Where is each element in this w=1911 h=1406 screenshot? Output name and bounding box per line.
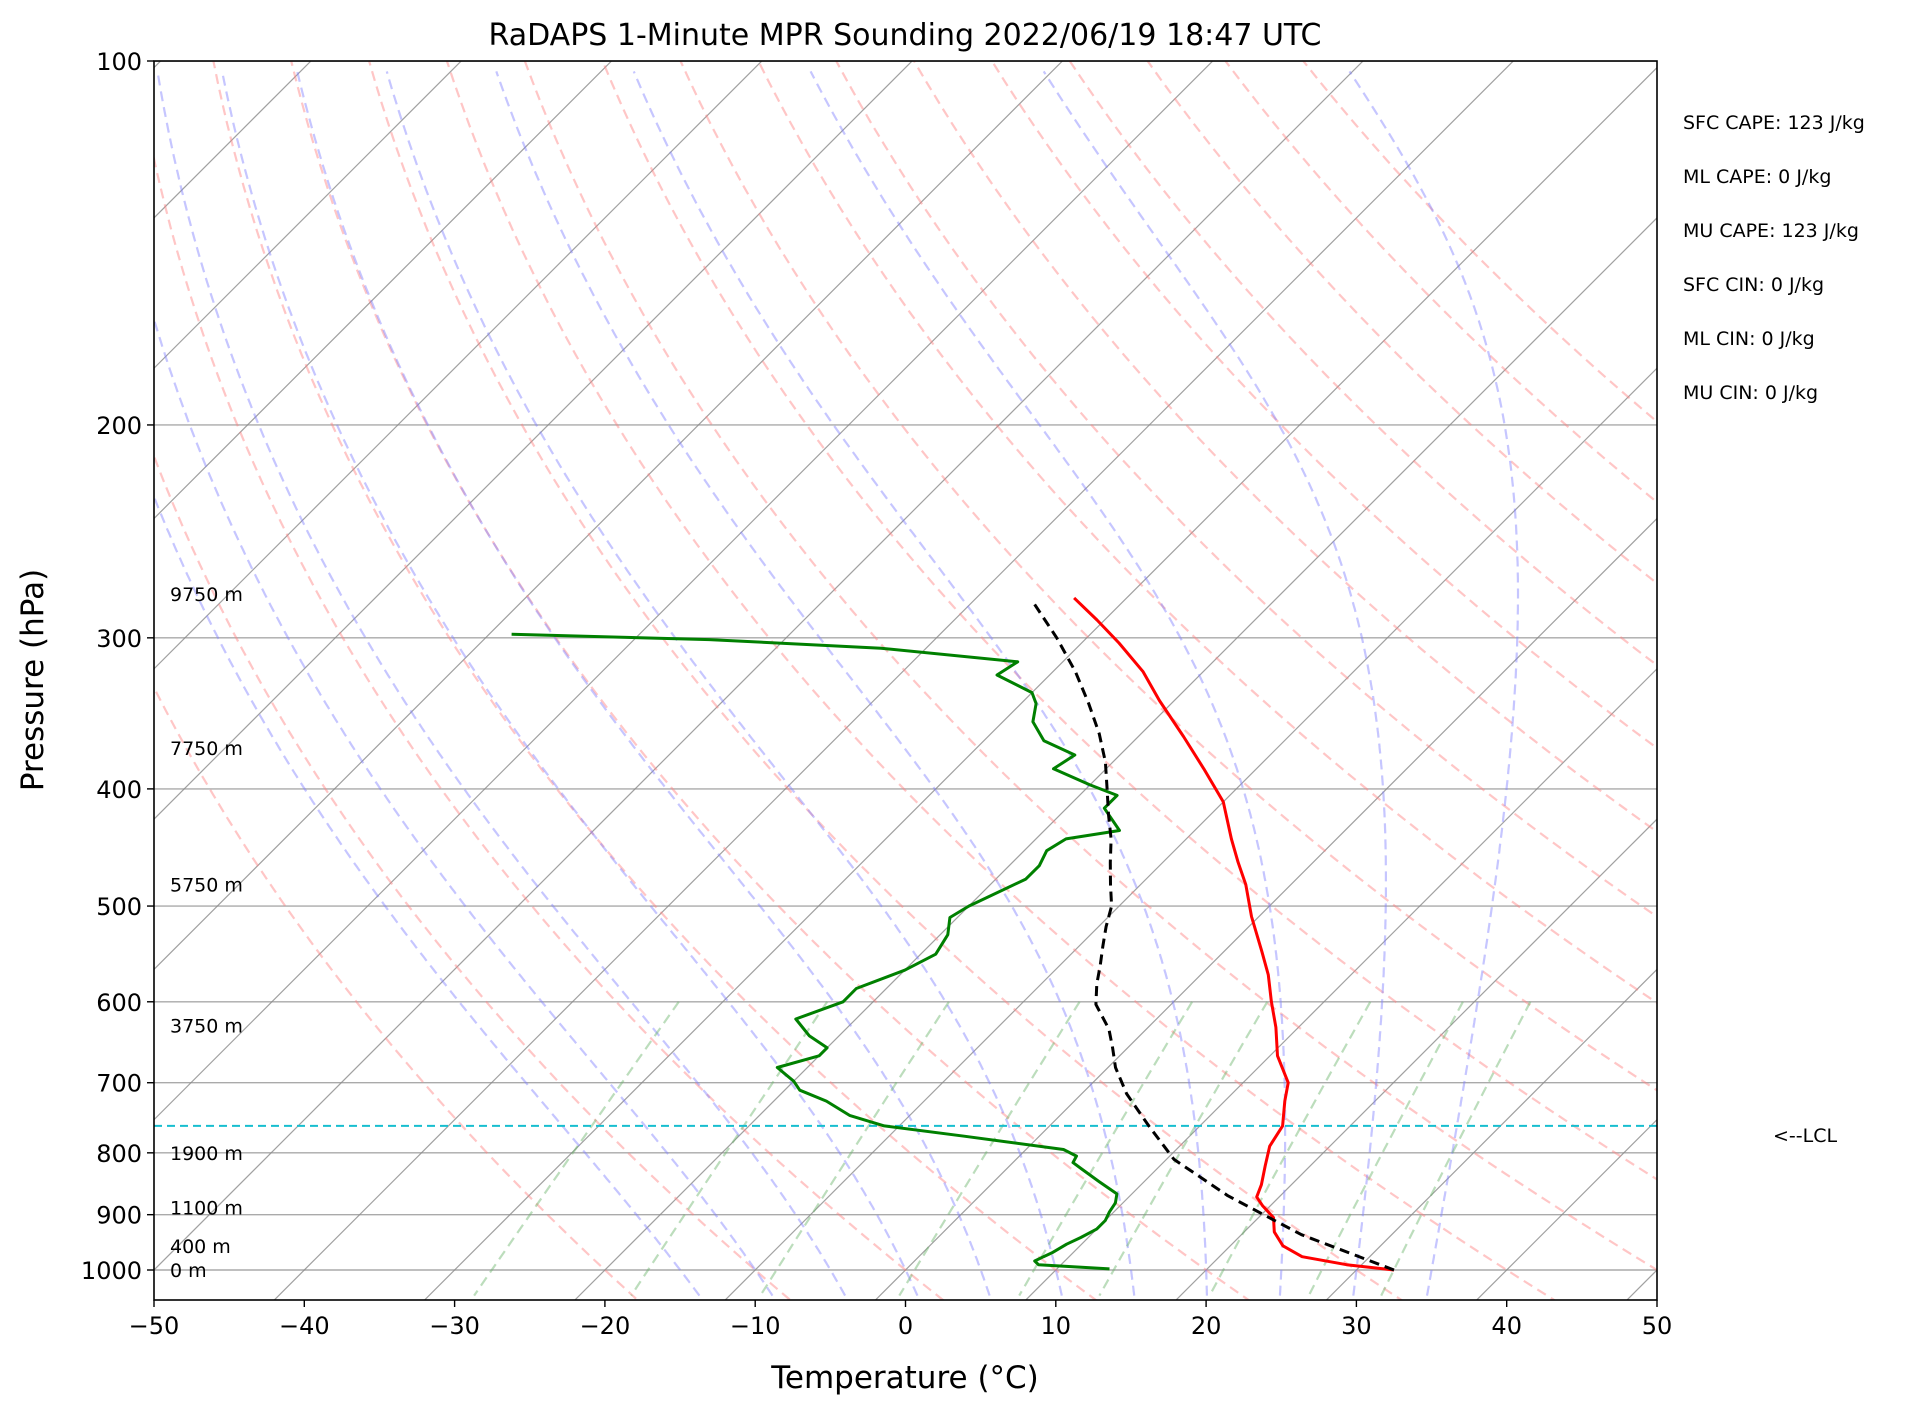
y-tick-label: 600 <box>96 989 142 1017</box>
moist-adiabat <box>296 71 991 1296</box>
moist-adiabat <box>1348 70 1520 1296</box>
chart-title: RaDAPS 1-Minute MPR Sounding 2022/06/19 … <box>489 18 1322 53</box>
x-tick-label: 40 <box>1491 1312 1522 1340</box>
x-tick-label: −30 <box>429 1312 480 1340</box>
isotherm-line <box>154 61 463 370</box>
isotherm-line <box>154 61 1364 1271</box>
isotherm-line <box>273 61 1515 1300</box>
x-tick-label: −40 <box>279 1312 330 1340</box>
dry-adiabat <box>212 61 1098 1300</box>
mixing-ratio-line <box>759 1001 950 1297</box>
moist-adiabat <box>495 71 1136 1296</box>
dry-adiabat <box>1068 61 1657 667</box>
mixing-ratio-line <box>898 1001 1081 1297</box>
dewpoint-profile <box>511 632 1121 1271</box>
mixing-ratio-line <box>1098 1001 1269 1297</box>
height-label: 3750 m <box>170 1016 243 1038</box>
y-tick-label: 100 <box>96 48 142 76</box>
x-tick-label: −20 <box>580 1312 631 1340</box>
dry-adiabat <box>445 61 1557 1300</box>
dry-adiabat <box>154 453 792 1300</box>
height-label: 1900 m <box>170 1143 243 1165</box>
annotation-text: MU CAPE: 123 J/kg <box>1683 220 1859 242</box>
x-axis: −50 −40 −30 −20 −10 0 10 20 30 40 50 <box>129 1300 1673 1340</box>
dry-adiabat <box>1224 61 1657 504</box>
annotation-text: ML CIN: 0 J/kg <box>1683 328 1815 350</box>
moist-adiabat <box>154 493 701 1297</box>
height-label: 7750 m <box>170 738 243 760</box>
dry-adiabat <box>368 61 1404 1300</box>
temperature-profile <box>1073 596 1395 1272</box>
height-label: 1100 m <box>170 1198 243 1220</box>
dry-adiabat <box>601 61 1657 1181</box>
dry-adiabat <box>1146 61 1657 585</box>
moist-adiabat <box>385 71 1063 1296</box>
x-tick-label: 30 <box>1341 1312 1372 1340</box>
y-tick-label: 900 <box>96 1202 142 1230</box>
dry-adiabat <box>913 61 1657 834</box>
isotherm-line <box>154 61 913 820</box>
height-label: 400 m <box>170 1236 231 1258</box>
stability-annotations: SFC CAPE: 123 J/kg ML CAPE: 0 J/kg MU CAPE… <box>1683 112 1865 404</box>
isotherm-line <box>724 367 1657 1300</box>
isotherm-line <box>874 517 1657 1300</box>
annotation-text: ML CAPE: 0 J/kg <box>1683 166 1831 188</box>
mixing-ratio-line <box>1380 1001 1532 1297</box>
mixing-ratio-line <box>1208 1001 1372 1297</box>
height-label: 0 m <box>170 1260 207 1282</box>
x-tick-label: 0 <box>898 1312 913 1340</box>
profile-lines <box>511 596 1395 1272</box>
x-tick-label: −10 <box>730 1312 781 1340</box>
height-label: 5750 m <box>170 875 243 897</box>
isotherm-line <box>1024 667 1657 1300</box>
annotation-text: MU CIN: 0 J/kg <box>1683 382 1818 404</box>
isotherm-line <box>154 61 1214 1121</box>
x-tick-label: −50 <box>129 1312 180 1340</box>
mixing-ratio-line <box>473 1001 680 1297</box>
lcl-label: <--LCL <box>1773 1125 1837 1147</box>
annotation-text: SFC CAPE: 123 J/kg <box>1683 112 1865 134</box>
dry-adiabat <box>523 61 1657 1272</box>
y-tick-label: 300 <box>96 625 142 653</box>
y-tick-label: 800 <box>96 1140 142 1168</box>
dry-adiabat <box>679 61 1657 1092</box>
x-tick-label: 10 <box>1041 1312 1072 1340</box>
moist-adiabat <box>1042 70 1387 1296</box>
x-tick-label: 50 <box>1642 1312 1673 1340</box>
y-tick-label: 500 <box>96 893 142 921</box>
moist-adiabat <box>156 71 847 1297</box>
dry-adiabat <box>757 61 1657 1005</box>
y-tick-label: 700 <box>96 1070 142 1098</box>
background-lines <box>154 61 1657 1300</box>
isotherm-line <box>1175 818 1657 1300</box>
isotherm-line <box>1325 968 1657 1300</box>
isotherm-line <box>154 61 763 670</box>
y-axis-label: Pressure (hPa) <box>15 569 51 791</box>
isotherm-line <box>154 61 613 520</box>
dry-adiabat <box>154 153 945 1300</box>
isotherm-line <box>574 217 1657 1300</box>
y-axis: 100 200 300 400 500 600 700 800 900 1000 <box>81 48 154 1285</box>
height-label: 9750 m <box>170 584 243 606</box>
x-axis-label: Temperature (°C) <box>770 1360 1039 1396</box>
moist-adiabat <box>809 70 1287 1296</box>
y-tick-label: 1000 <box>81 1257 142 1285</box>
dry-adiabat <box>290 61 1251 1300</box>
moist-adiabat <box>632 70 1208 1296</box>
y-tick-label: 400 <box>96 776 142 804</box>
moist-adiabat <box>154 315 774 1297</box>
x-tick-label: 20 <box>1191 1312 1222 1340</box>
mixing-ratio-line <box>630 1001 829 1297</box>
isotherm-line <box>423 66 1657 1300</box>
mixing-ratio-line <box>1018 1001 1194 1297</box>
parcel-profile <box>1031 600 1395 1272</box>
isotherm-line <box>154 61 1064 971</box>
y-tick-label: 200 <box>96 412 142 440</box>
annotation-text: SFC CIN: 0 J/kg <box>1683 274 1824 296</box>
